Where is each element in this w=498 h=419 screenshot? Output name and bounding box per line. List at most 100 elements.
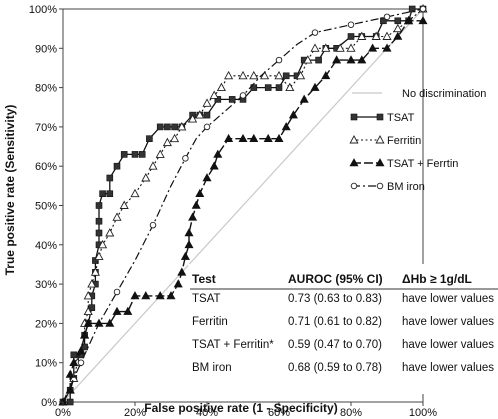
x-axis-label: False positive rate (1 - Specificity): [144, 401, 337, 415]
x-tick-label: 80%: [340, 407, 362, 419]
legend-marker: [375, 158, 385, 167]
data-point: [119, 200, 129, 209]
data-point: [239, 92, 247, 99]
data-point: [180, 251, 190, 260]
table-cell: have lower values: [402, 362, 494, 374]
data-point: [95, 202, 103, 209]
table-cell: 0.73 (0.63 to 0.83): [288, 293, 382, 305]
data-point: [83, 306, 93, 316]
data-point: [321, 43, 331, 52]
y-axis-label: True positive rate (Sensitivity): [3, 105, 17, 276]
series-bm-iron: [62, 5, 427, 403]
data-point: [130, 188, 140, 198]
legend-marker: [376, 113, 384, 121]
data-point: [149, 221, 157, 229]
data-point: [177, 267, 187, 276]
data-point: [315, 56, 322, 64]
table-cell: 0.71 (0.61 to 0.82): [288, 316, 382, 328]
data-point: [275, 84, 283, 91]
data-point: [99, 190, 106, 198]
data-point: [170, 133, 180, 143]
data-point: [105, 318, 115, 327]
data-point: [274, 70, 284, 80]
legend-marker: [349, 135, 359, 144]
reference-layer: [62, 8, 424, 403]
series-line-ferritin: [62, 8, 424, 403]
legend-label: TSAT + Ferrtin: [387, 158, 458, 170]
series-line-bm-iron: [62, 8, 424, 403]
table-cell: have lower values: [402, 293, 494, 305]
data-point: [274, 133, 284, 142]
legend: No discrimination TSAT Ferritin TSAT + Ferr…: [349, 88, 486, 193]
x-tick-label: 60%: [268, 407, 290, 419]
data-point: [83, 290, 93, 300]
axis-layer: 0% 10% 20% 30% 40% 50% 60% 70% 80% 90% 100% 0% 20% 40…: [29, 4, 437, 419]
data-point: [368, 43, 378, 52]
table-header: Test: [192, 272, 216, 286]
data-point: [418, 15, 428, 25]
data-point: [191, 200, 201, 209]
data-point: [264, 84, 272, 91]
data-point: [90, 267, 100, 276]
data-point: [113, 288, 121, 296]
data-point: [249, 70, 259, 80]
data-point: [285, 82, 295, 92]
legend-label-reference: No discrimination: [402, 88, 486, 100]
data-point: [69, 357, 79, 367]
legend-marker: [375, 135, 385, 144]
data-point: [130, 291, 140, 300]
data-point: [238, 70, 248, 80]
data-point: [131, 151, 139, 158]
data-point: [380, 17, 387, 25]
data-point: [188, 212, 198, 221]
data-point: [335, 43, 345, 52]
data-point: [177, 121, 187, 131]
data-point: [357, 55, 367, 64]
y-tick-label: 90%: [35, 43, 57, 55]
data-point: [188, 114, 198, 123]
data-point: [303, 55, 313, 64]
data-point: [112, 212, 122, 221]
data-point: [321, 70, 331, 80]
data-point: [106, 190, 114, 198]
data-point: [195, 188, 205, 198]
data-point: [214, 96, 222, 103]
data-point: [138, 151, 146, 158]
data-point: [224, 70, 234, 80]
data-point: [281, 122, 291, 131]
data-point: [80, 330, 90, 339]
data-point: [146, 135, 153, 142]
data-point: [249, 133, 259, 142]
legend-label: TSAT: [387, 112, 415, 124]
table-cell: have lower values: [402, 339, 494, 351]
data-point: [164, 123, 171, 131]
y-tick-label: 30%: [35, 279, 57, 291]
data-point: [260, 70, 270, 80]
data-point: [171, 123, 178, 131]
data-point: [98, 239, 108, 249]
data-point: [347, 21, 355, 28]
x-tick-label: 0%: [55, 407, 71, 419]
reference-line: [62, 8, 424, 403]
data-point: [87, 279, 97, 288]
data-point: [182, 155, 189, 162]
y-tick-label: 100%: [29, 4, 57, 16]
data-point: [88, 304, 96, 311]
data-point: [184, 239, 194, 249]
data-point: [77, 359, 85, 366]
table-cell: 0.68 (0.59 to 0.78): [288, 362, 382, 374]
table-cell: TSAT: [192, 293, 221, 305]
data-point: [173, 279, 183, 288]
data-point: [310, 82, 320, 91]
data-point: [203, 123, 211, 131]
y-tick-label: 70%: [35, 122, 57, 134]
data-point: [216, 82, 226, 92]
data-point: [299, 94, 309, 103]
y-tick-label: 0%: [41, 397, 57, 409]
legend-label: Ferritin: [387, 135, 421, 147]
data-point: [346, 55, 356, 64]
data-point: [346, 43, 356, 52]
data-point: [394, 17, 402, 25]
data-point: [156, 123, 164, 131]
